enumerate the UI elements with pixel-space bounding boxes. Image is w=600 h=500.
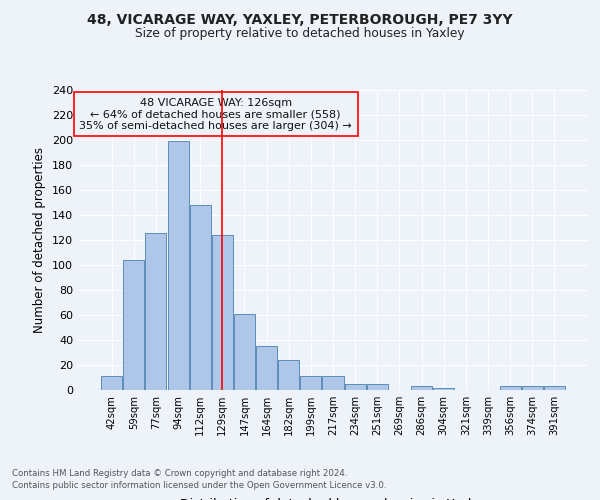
Text: Contains public sector information licensed under the Open Government Licence v3: Contains public sector information licen… [12, 481, 386, 490]
Y-axis label: Number of detached properties: Number of detached properties [34, 147, 46, 333]
Bar [234, 314, 255, 390]
Bar [190, 205, 211, 390]
Bar [145, 232, 166, 390]
Text: Contains HM Land Registry data © Crown copyright and database right 2024.: Contains HM Land Registry data © Crown c… [12, 468, 347, 477]
Bar [322, 376, 344, 390]
Text: 48 VICARAGE WAY: 126sqm
← 64% of detached houses are smaller (558)
35% of semi-d: 48 VICARAGE WAY: 126sqm ← 64% of detache… [79, 98, 352, 130]
Bar [124, 260, 145, 390]
Bar [301, 376, 322, 390]
Bar [367, 384, 388, 390]
Bar [433, 388, 454, 390]
Bar [521, 386, 542, 390]
Bar [500, 386, 521, 390]
X-axis label: Distribution of detached houses by size in Yaxley: Distribution of detached houses by size … [180, 498, 486, 500]
Bar [278, 360, 299, 390]
Bar [256, 346, 277, 390]
Text: 48, VICARAGE WAY, YAXLEY, PETERBOROUGH, PE7 3YY: 48, VICARAGE WAY, YAXLEY, PETERBOROUGH, … [87, 12, 513, 26]
Bar [344, 384, 365, 390]
Bar [101, 376, 122, 390]
Bar [167, 141, 188, 390]
Bar [212, 235, 233, 390]
Bar [544, 386, 565, 390]
Bar [411, 386, 432, 390]
Text: Size of property relative to detached houses in Yaxley: Size of property relative to detached ho… [135, 28, 465, 40]
